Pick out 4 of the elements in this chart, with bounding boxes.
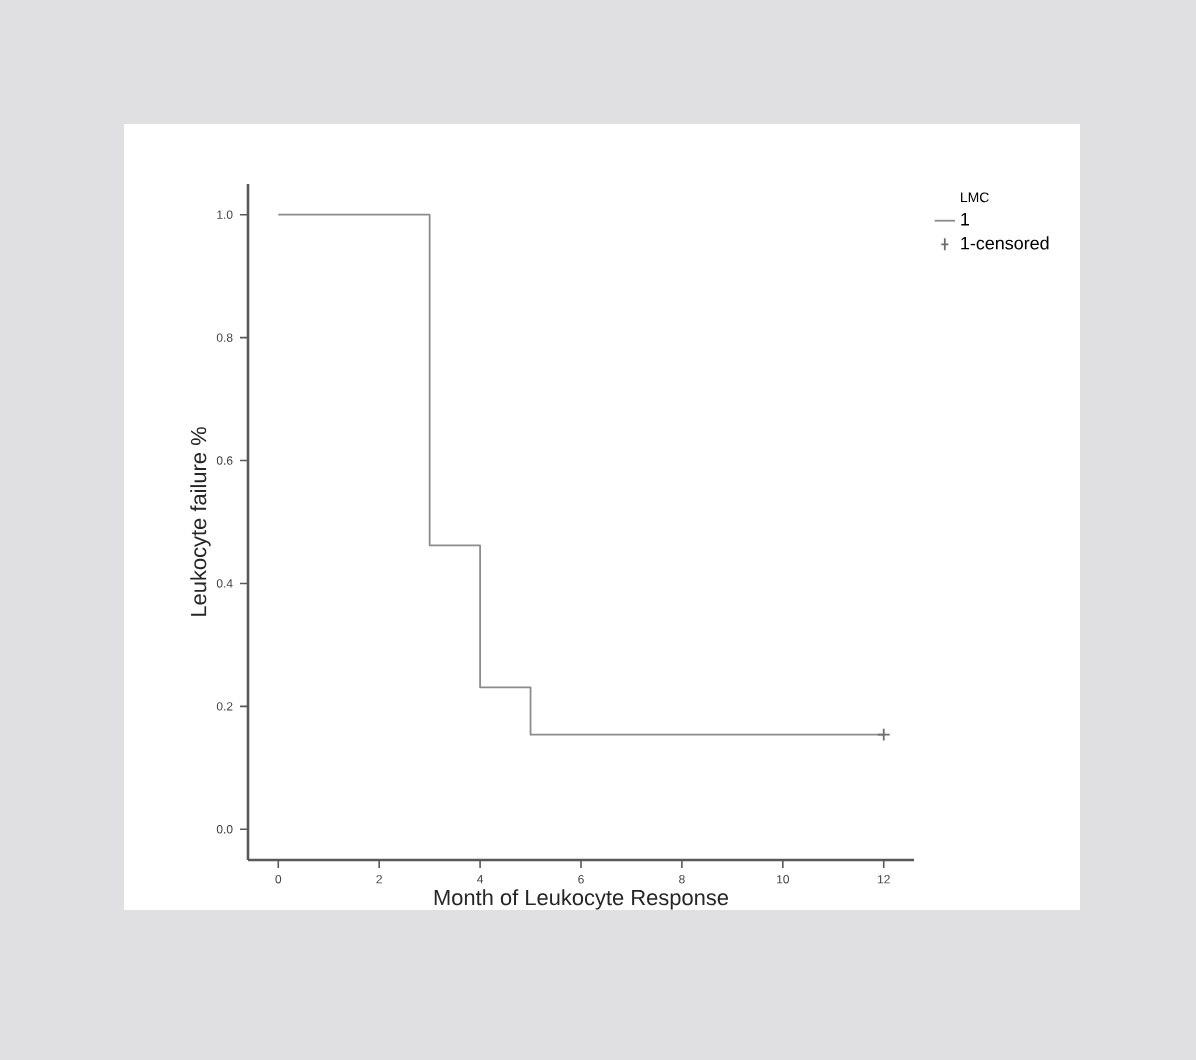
x-axis-title: Month of Leukocyte Response [434, 889, 729, 910]
legend-label: 1 [961, 213, 969, 226]
legend-label: 1-censored [961, 236, 1049, 250]
y-axis-title: Leukocyte failure % [190, 427, 211, 616]
